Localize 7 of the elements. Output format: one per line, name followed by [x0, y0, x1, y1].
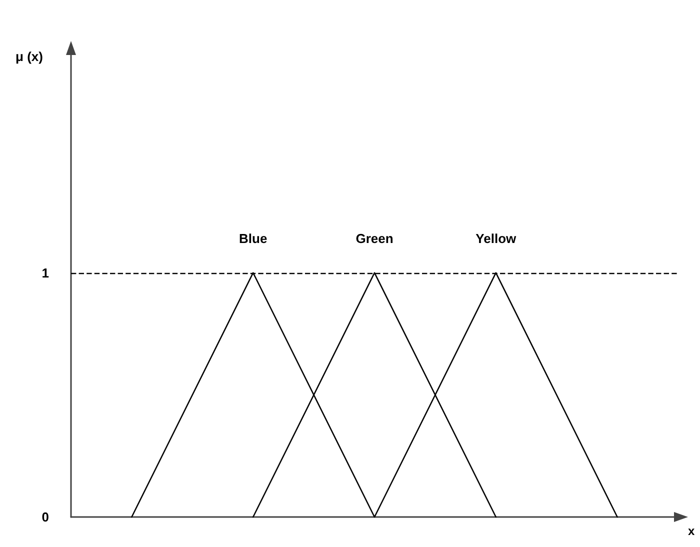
text: Blue — [239, 230, 268, 246]
y-tick-label: 1 — [42, 265, 49, 280]
text: Yellow — [476, 230, 518, 246]
y-tick-label: 0 — [42, 510, 49, 524]
text: Green — [356, 230, 394, 246]
x-axis-title: x — [688, 524, 695, 538]
y-axis-title: μ (x) — [16, 49, 43, 64]
